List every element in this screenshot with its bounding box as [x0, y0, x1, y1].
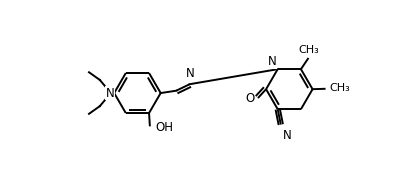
- Text: N: N: [106, 87, 114, 100]
- Text: N: N: [283, 129, 292, 142]
- Text: N: N: [268, 56, 277, 68]
- Text: CH₃: CH₃: [330, 83, 350, 93]
- Text: O: O: [245, 92, 254, 105]
- Text: CH₃: CH₃: [298, 45, 319, 55]
- Text: OH: OH: [156, 121, 174, 134]
- Text: N: N: [186, 67, 195, 80]
